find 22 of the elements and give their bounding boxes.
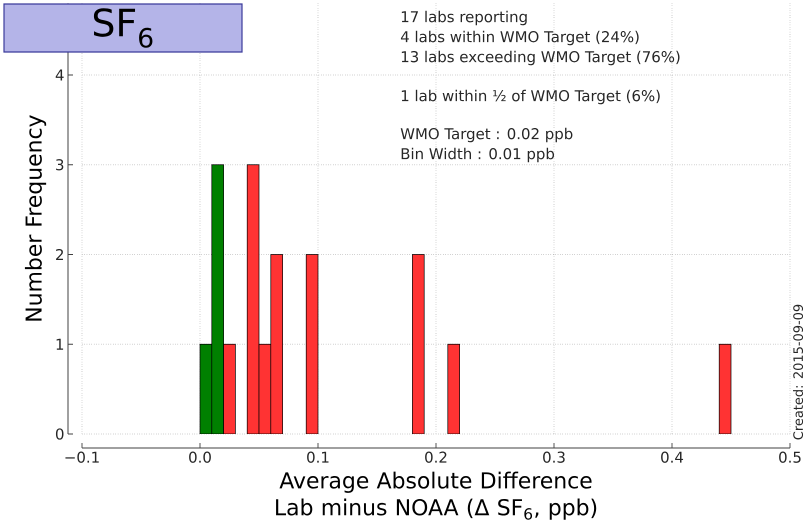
annotation: 17 labs reporting (402, 10, 527, 26)
y-tick-label: 1 (56, 338, 64, 350)
x-tick-label: 0.2 (425, 452, 446, 463)
x-tick-label: 0.4 (661, 452, 684, 463)
x-tick-label: 0.0 (189, 452, 211, 463)
x-tick-label: 0.1 (307, 452, 328, 463)
chart-title: SF$_{6}$ (94, 8, 152, 48)
annotation: WMO Target : 0.02 ppb (400, 128, 572, 142)
y-tick-label: 3 (56, 159, 64, 170)
x-axis-title: Average Absolute Difference Lab minus NOAA (Δ SF$_{6}$, ppb) (276, 472, 596, 520)
x-tick-label: 0.3 (543, 452, 565, 463)
y-tick-label: 4 (56, 70, 64, 80)
y-tick-label: 2 (56, 248, 63, 260)
y-tick-label: 0 (56, 428, 64, 440)
annotation: Bin Width : 0.01 ppb (402, 148, 554, 162)
annotation: 1 lab within ½ of WMO Target (6%) (402, 90, 660, 104)
x-tick-label: −0.1 (65, 452, 99, 463)
text: Created: 2015-09-09 (792, 304, 804, 440)
annotation: 13 labs exceeding WMO Target (76%) (402, 50, 680, 66)
annotation: 4 labs within WMO Target (24%) (400, 30, 639, 46)
y-axis-title: Number Frequency (24, 115, 46, 321)
x-tick-label: 0.5 (779, 452, 801, 463)
